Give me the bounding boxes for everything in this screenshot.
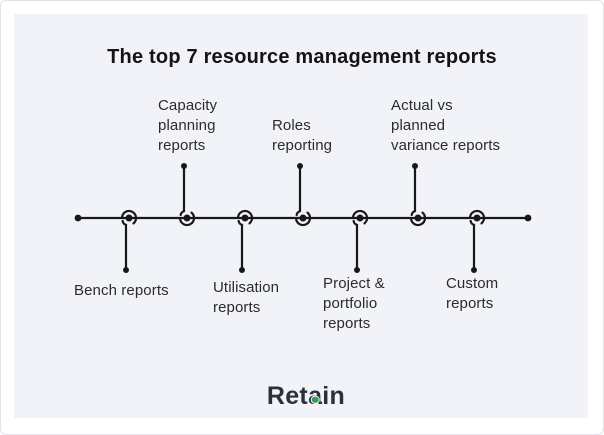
logo-letter-a: a: [308, 381, 322, 411]
logo-letter-a-glyph: a: [308, 382, 322, 410]
logo-green-dot: [311, 396, 319, 403]
label-utilisation-reports: Utilisation reports: [213, 279, 280, 316]
retain-logo: Retain: [5, 381, 603, 411]
page-title: The top 7 resource management reports: [107, 46, 497, 68]
label-actual-vs-planned-variance-reports: Actual vs planned variance reports: [391, 97, 501, 154]
logo-text-suffix: in: [322, 382, 346, 410]
label-roles-reporting: Roles reporting: [272, 117, 333, 154]
logo-text-prefix: Ret: [266, 382, 309, 410]
label-capacity-planning-reports: Capacity planning reports: [158, 97, 218, 154]
label-bench-reports: Bench reports: [74, 282, 169, 299]
label-custom-reports: Custom reports: [446, 275, 499, 312]
label-project-portfolio-reports: Project & portfolio reports: [323, 275, 385, 332]
